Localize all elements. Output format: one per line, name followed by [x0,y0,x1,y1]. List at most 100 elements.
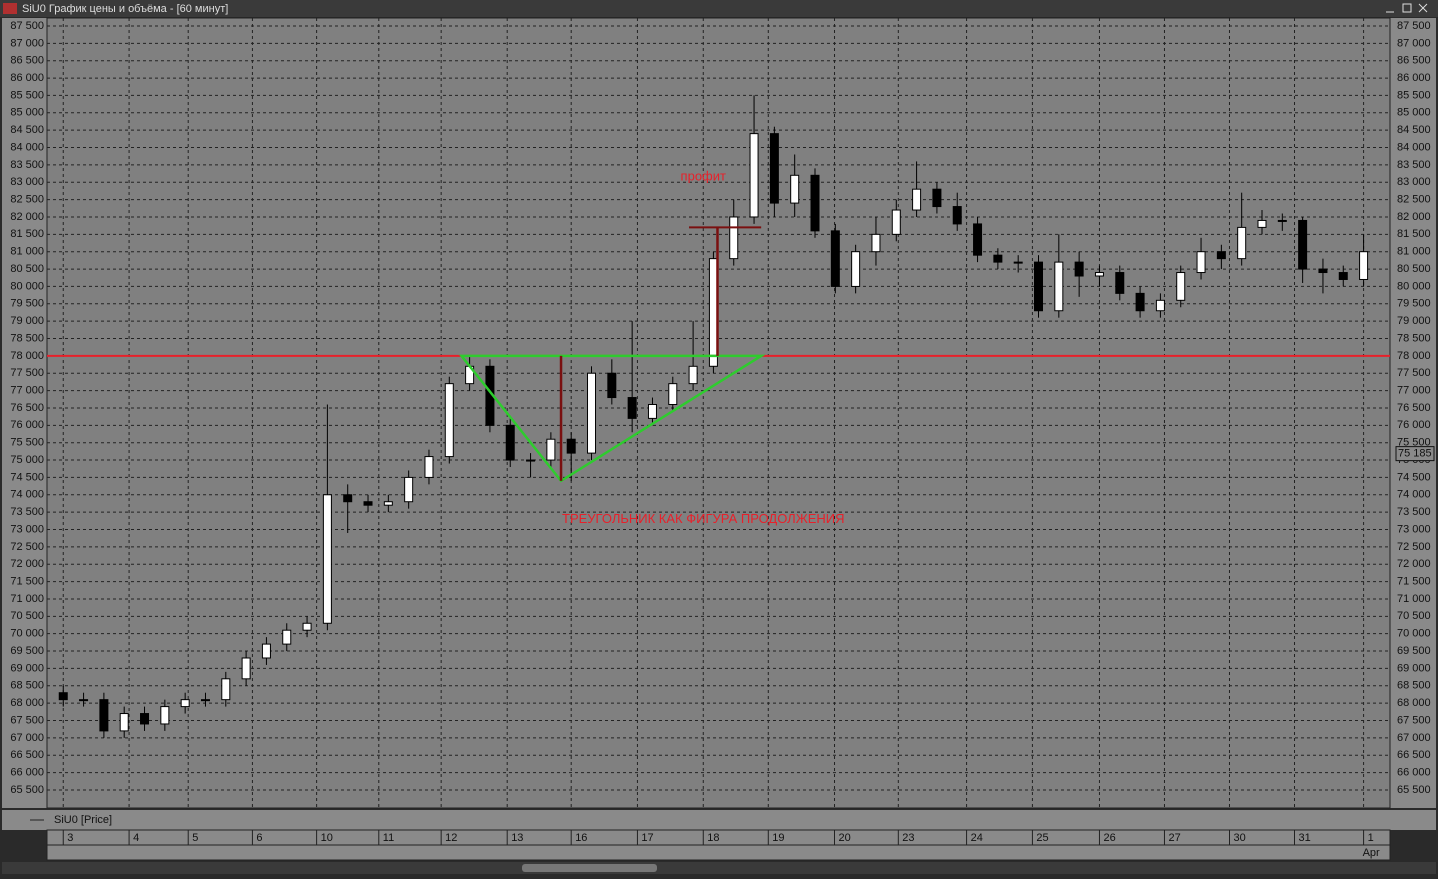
y-tick-label: 70 000 [10,628,44,640]
candle-body [668,383,678,405]
candle-body [546,438,556,461]
y-tick-label: 76 000 [10,419,44,431]
y-tick-label-right: 86 000 [1397,72,1431,84]
y-tick-label: 80 000 [10,280,44,292]
y-tick-label-right: 71 500 [1397,575,1431,587]
annotation: ТРЕУГОЛЬНИК КАК ФИГУРА ПРОДОЛЖЕНИЯ [562,511,844,526]
y-tick-label: 74 000 [10,489,44,501]
y-tick-label-right: 71 000 [1397,593,1431,605]
candle-body [1094,272,1104,277]
candle-body [1155,299,1165,312]
y-tick-label-right: 84 000 [1397,141,1431,153]
y-tick-label: 72 500 [10,541,44,553]
y-tick-label-right: 82 500 [1397,194,1431,206]
y-tick-label-right: 76 000 [1397,419,1431,431]
y-tick-label: 81 500 [10,228,44,240]
triangle-figure [458,354,766,483]
y-tick-label-right: 67 500 [1397,714,1431,726]
y-tick-label-right: 85 500 [1397,89,1431,101]
x-tick-label: 10 [321,832,333,844]
x-tick-label: 27 [1168,832,1180,844]
y-tick-label-right: 76 500 [1397,402,1431,414]
candle-body [343,494,353,503]
candle-body [302,622,312,631]
y-tick-label: 73 500 [10,506,44,518]
x-tick-label: 24 [971,832,983,844]
window-controls[interactable] [1386,3,1428,13]
candle-body [58,692,68,701]
window-title: SiU0 График цены и объёма - [60 минут] [22,3,228,15]
candle-body [180,699,190,708]
candle-body [1257,219,1267,228]
x-tick-label: 6 [256,832,262,844]
y-tick-label-right: 87 500 [1397,20,1431,32]
y-tick-label-right: 82 000 [1397,211,1431,223]
x-tick-label: 12 [445,832,457,844]
candle-body [607,372,617,399]
y-tick-label-right: 72 500 [1397,541,1431,553]
y-tick-label-right: 81 500 [1397,228,1431,240]
y-tick-label: 71 000 [10,593,44,605]
candle-body [1196,251,1206,274]
x-tick-label: 30 [1233,832,1245,844]
y-tick-label-right: 70 500 [1397,610,1431,622]
candle-body [871,233,881,253]
candle-body [1298,219,1308,270]
candle-body [566,438,576,454]
y-tick-label: 78 000 [10,350,44,362]
x-tick-label: 4 [133,832,139,844]
candle-body [241,657,251,680]
y-tick-label-right: 70 000 [1397,628,1431,640]
title-bar [0,0,1438,17]
candle-body [729,216,739,260]
candle-body [769,133,779,204]
x-tick-label: 5 [192,832,198,844]
candle-body [851,251,861,287]
x-tick-label: 19 [772,832,784,844]
candle-body [1176,272,1186,301]
candle-body [200,699,210,702]
x-tick-label: 25 [1036,832,1048,844]
y-tick-label: 80 500 [10,263,44,275]
y-tick-label: 78 500 [10,332,44,344]
y-tick-label: 75 500 [10,437,44,449]
y-tick-label-right: 75 500 [1397,437,1431,449]
window-icon [3,3,17,14]
candle-body [1054,261,1064,312]
y-tick-label: 74 500 [10,471,44,483]
x-tick-label: 23 [902,832,914,844]
y-tick-label: 68 000 [10,697,44,709]
candle-body [383,501,393,506]
scrollbar[interactable] [2,862,1436,874]
candle-body [749,133,759,218]
y-tick-label: 76 500 [10,402,44,414]
candle-body [790,174,800,204]
y-tick-label: 87 500 [10,20,44,32]
candle-body [993,254,1003,263]
y-tick-label: 86 500 [10,55,44,67]
y-tick-label: 86 000 [10,72,44,84]
candle-body [160,706,170,725]
x-tick-label: 18 [707,832,719,844]
y-tick-label: 66 500 [10,749,44,761]
y-tick-label: 67 000 [10,732,44,744]
candle-body [891,209,901,235]
x-tick-label: 1 [1368,832,1374,844]
y-tick-label: 70 500 [10,610,44,622]
y-tick-label: 84 000 [10,141,44,153]
candle-body [647,403,657,419]
y-tick-label-right: 79 500 [1397,298,1431,310]
candle-body [932,188,942,208]
candle-body [1013,261,1023,264]
y-tick-label: 79 000 [10,315,44,327]
y-tick-label-right: 72 000 [1397,558,1431,570]
x-tick-label: 11 [383,832,394,844]
y-tick-label: 85 500 [10,89,44,101]
scroll-thumb[interactable] [522,864,657,872]
y-tick-label: 82 000 [10,211,44,223]
plot-area [46,17,1391,809]
y-tick-label-right: 68 500 [1397,680,1431,692]
candle-body [119,713,129,732]
candle-body [810,174,820,232]
last-price-label: 75 185 [1398,448,1432,460]
